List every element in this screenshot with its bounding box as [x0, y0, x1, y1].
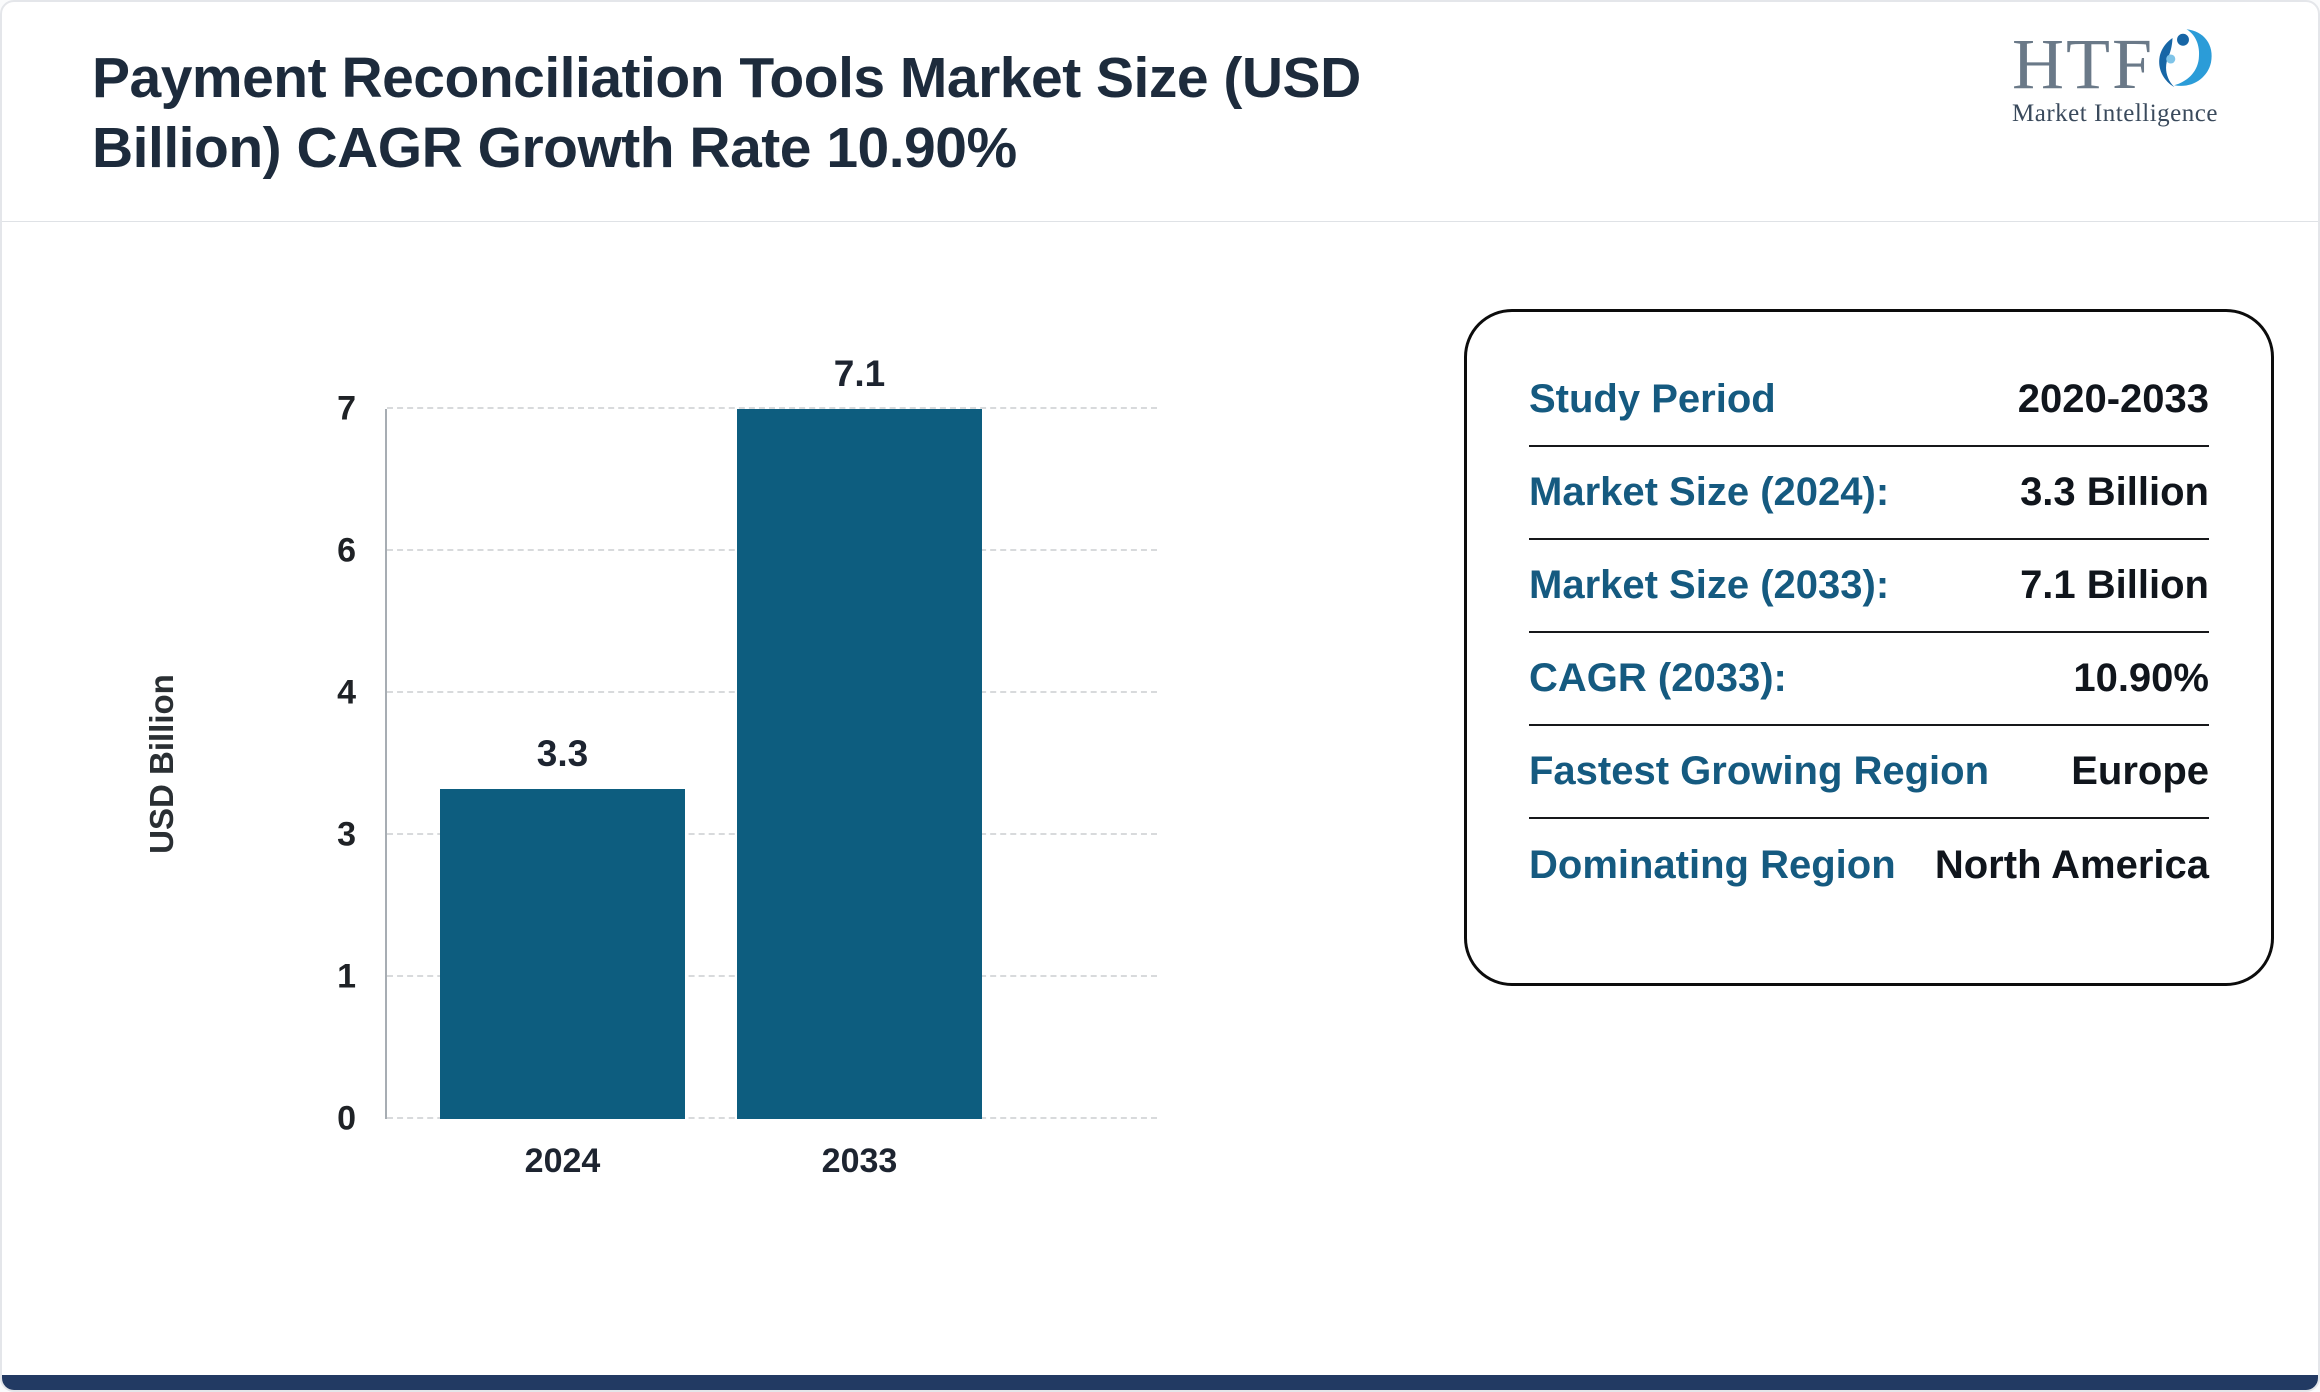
summary-row-market-size-2033: Market Size (2033): 7.1 Billion	[1529, 540, 2209, 633]
y-tick-label: 3	[337, 815, 356, 854]
summary-label: Market Size (2033):	[1529, 563, 1890, 607]
x-category-label: 2024	[524, 1142, 601, 1180]
gridline	[387, 407, 1157, 409]
htf-logo-subtext: Market Intelligence	[2012, 100, 2218, 127]
y-axis-ticks: 0 1 3 4 6 7	[292, 390, 372, 1138]
bar-2024	[440, 789, 685, 1119]
chart-bars: 3.3 2024 7.1 2033	[385, 353, 1157, 1180]
bar-value-label: 7.1	[833, 353, 886, 394]
summary-label: CAGR (2033):	[1529, 656, 1787, 700]
summary-value: 3.3 Billion	[2020, 470, 2209, 514]
y-tick-label: 4	[337, 673, 356, 712]
bar-value-label: 3.3	[536, 733, 589, 774]
y-tick-label: 7	[337, 389, 356, 428]
summary-label: Study Period	[1529, 377, 1776, 421]
bar-group-2033: 7.1 2033	[737, 353, 982, 1180]
x-category-label: 2033	[821, 1142, 898, 1180]
summary-row-cagr: CAGR (2033): 10.90%	[1529, 633, 2209, 726]
summary-value: 10.90%	[2073, 656, 2209, 700]
summary-value: 2020-2033	[2017, 377, 2209, 421]
summary-row-dominating-region: Dominating Region North America	[1529, 819, 2209, 912]
summary-label: Market Size (2024):	[1529, 470, 1890, 514]
htf-logo: HTF Market Intelligence	[2012, 28, 2218, 128]
htf-logo-row: HTF	[2012, 28, 2218, 100]
summary-value: 7.1 Billion	[2020, 563, 2209, 607]
summary-value: North America	[1934, 843, 2209, 887]
y-tick-label: 0	[337, 1099, 356, 1138]
summary-label: Dominating Region	[1529, 843, 1896, 887]
summary-row-study-period: Study Period 2020-2033	[1529, 354, 2209, 447]
htf-logo-text: HTF	[2011, 24, 2154, 104]
header-divider	[2, 221, 2318, 222]
footer-accent-bar	[2, 1375, 2318, 1390]
y-axis-label: USD Billion	[143, 674, 180, 854]
summary-card: Study Period 2020-2033 Market Size (2024…	[1464, 309, 2274, 986]
summary-label: Fastest Growing Region	[1529, 749, 1990, 793]
summary-row-market-size-2024: Market Size (2024): 3.3 Billion	[1529, 447, 2209, 540]
bar-group-2024: 3.3 2024	[440, 409, 685, 1180]
bar-2033	[737, 409, 982, 1119]
htf-logo-icon	[2159, 29, 2212, 87]
y-tick-label: 1	[337, 957, 356, 996]
page-title: Payment Reconciliation Tools Market Size…	[92, 46, 1361, 180]
summary-value: Europe	[2071, 749, 2209, 793]
y-tick-label: 6	[337, 531, 356, 570]
summary-row-fastest-growing-region: Fastest Growing Region Europe	[1529, 726, 2209, 819]
